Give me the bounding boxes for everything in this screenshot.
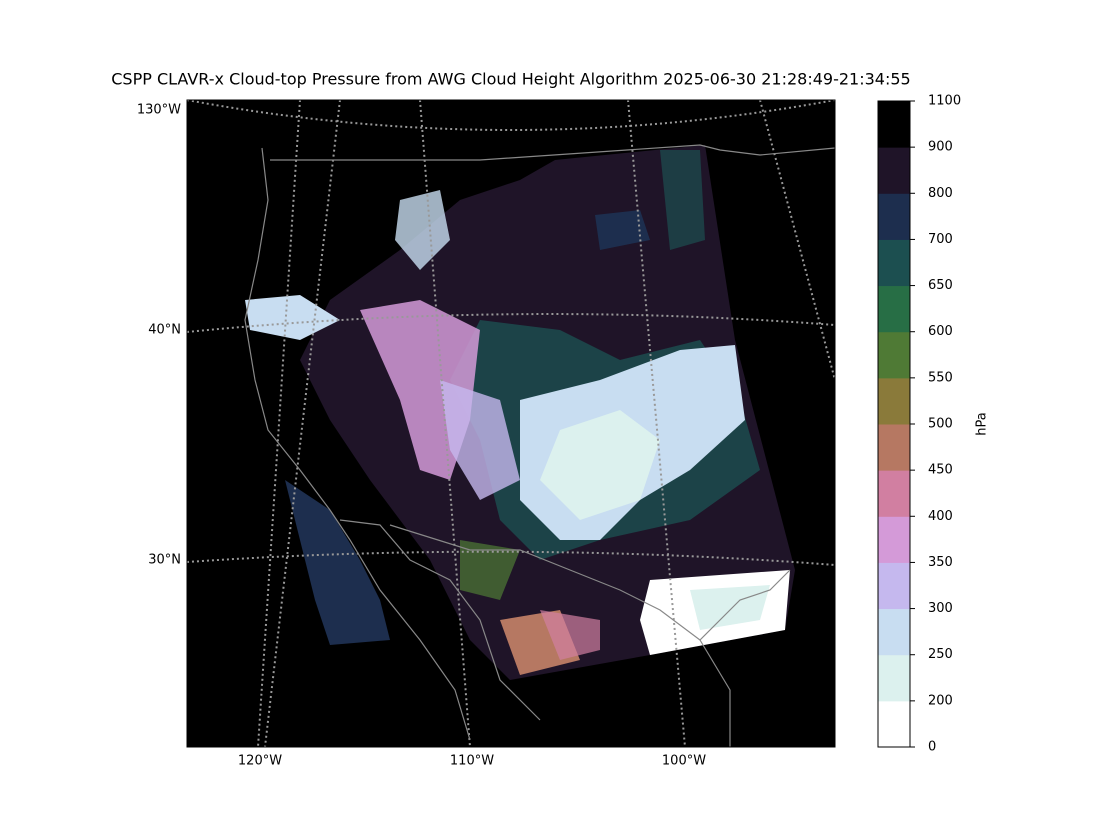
map-frame [186,99,836,748]
colorbar-tick-label: 1100 [928,94,961,109]
colorbar-segment [878,608,910,656]
lat-label: 40°N [148,323,181,338]
colorbar-segment [878,470,910,517]
lat-label: 130°W [137,103,181,118]
lon-label: 120°W [238,754,282,769]
colorbar-segment [878,377,910,425]
colorbar-tick-label: 550 [928,370,953,385]
colorbar-segment [878,147,910,194]
colorbar-segment [878,700,910,748]
colorbar-tick-label: 250 [928,647,953,662]
colorbar-segment [878,654,910,702]
colorbar-tick-label: 500 [928,417,953,432]
graticule [187,100,835,747]
colorbar-segment [878,193,910,240]
title: CSPP CLAVR-x Cloud-top Pressure from AWG… [111,70,910,89]
colorbar-segment [878,331,910,379]
colorbar-tick-label: 650 [928,278,953,293]
colorbar-segment [878,239,910,287]
colorbar-tick-label: 800 [928,186,953,201]
colorbar-tick-label: 350 [928,555,953,570]
colorbar-tick-label: 450 [928,463,953,478]
colorbar-segment [878,516,910,563]
lon-label: 100°W [662,754,706,769]
colorbar-tick-label: 700 [928,232,953,247]
colorbar-segment [878,285,910,333]
colorbar-tick-label: 200 [928,693,953,708]
cloud-imagery [245,145,795,680]
map: 130°W 40°N 30°N 120°W 110°W 100°W [137,99,836,769]
colorbar-tick-label: 300 [928,601,953,616]
colorbar-segment [878,562,910,610]
colorbar-tick-label: 900 [928,140,953,155]
colorbar-tick-label: 600 [928,324,953,339]
colorbar-label: hPa [975,412,990,435]
coastlines [244,144,835,747]
colorbar: 0 200 250 300 350 400 450 500 550 600 650 700 800 900… [877,94,961,755]
lon-label: 110°W [450,754,494,769]
colorbar-tick-label: 0 [928,740,936,755]
lat-label: 30°N [148,553,181,568]
colorbar-segment [878,424,910,471]
colorbar-segment [878,101,910,148]
colorbar-tick-label: 400 [928,509,953,524]
